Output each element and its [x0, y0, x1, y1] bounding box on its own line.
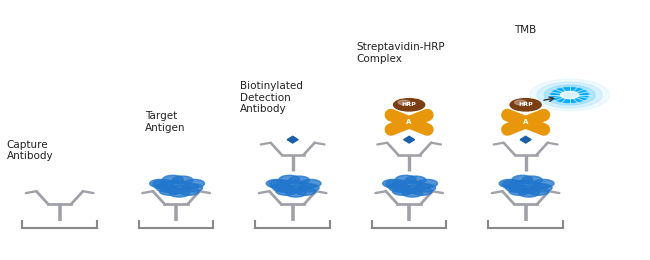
Circle shape	[415, 184, 436, 192]
Text: TMB: TMB	[514, 25, 536, 35]
Circle shape	[399, 181, 419, 189]
Circle shape	[515, 185, 536, 193]
Circle shape	[515, 100, 527, 105]
Circle shape	[282, 181, 303, 189]
Circle shape	[169, 189, 190, 197]
Circle shape	[182, 184, 203, 192]
Circle shape	[153, 180, 174, 188]
Circle shape	[396, 175, 416, 184]
Circle shape	[159, 187, 180, 195]
Text: A: A	[523, 119, 528, 125]
Circle shape	[537, 82, 603, 108]
Text: Biotinylated
Detection
Antibody: Biotinylated Detection Antibody	[240, 81, 302, 114]
Circle shape	[150, 179, 170, 187]
Circle shape	[512, 175, 532, 184]
Circle shape	[179, 187, 200, 195]
Circle shape	[402, 189, 423, 197]
Text: Target
Antigen: Target Antigen	[145, 112, 185, 133]
Circle shape	[285, 189, 306, 197]
Circle shape	[279, 175, 300, 184]
Circle shape	[516, 118, 536, 126]
Circle shape	[276, 187, 296, 195]
Circle shape	[534, 179, 554, 187]
FancyArrowPatch shape	[544, 97, 554, 101]
Circle shape	[412, 187, 432, 195]
Circle shape	[552, 88, 588, 102]
Circle shape	[506, 184, 526, 192]
Circle shape	[393, 187, 413, 195]
Circle shape	[156, 184, 177, 192]
Text: Streptavidin-HRP
Complex: Streptavidin-HRP Complex	[356, 42, 445, 64]
Circle shape	[515, 181, 536, 189]
Circle shape	[266, 179, 287, 187]
Circle shape	[389, 184, 410, 192]
Circle shape	[282, 185, 303, 193]
Circle shape	[530, 79, 610, 111]
Circle shape	[560, 92, 578, 99]
Circle shape	[499, 179, 520, 187]
Circle shape	[509, 187, 529, 195]
Polygon shape	[520, 136, 531, 143]
Circle shape	[295, 187, 316, 195]
Circle shape	[398, 100, 410, 105]
Circle shape	[383, 179, 403, 187]
Circle shape	[166, 185, 187, 193]
Circle shape	[172, 176, 193, 184]
Text: A: A	[406, 119, 412, 125]
Circle shape	[550, 87, 590, 103]
Text: Capture
Antibody: Capture Antibody	[6, 140, 53, 161]
Circle shape	[522, 176, 542, 184]
Circle shape	[510, 99, 541, 111]
Circle shape	[298, 184, 319, 192]
Circle shape	[300, 179, 321, 187]
Polygon shape	[404, 136, 415, 143]
Circle shape	[273, 184, 293, 192]
Circle shape	[270, 180, 290, 188]
Circle shape	[289, 176, 309, 184]
Circle shape	[417, 179, 437, 187]
Text: HRP: HRP	[402, 102, 417, 107]
Circle shape	[400, 118, 419, 126]
Circle shape	[406, 176, 426, 184]
Text: HRP: HRP	[518, 102, 533, 107]
Circle shape	[386, 180, 406, 188]
Circle shape	[394, 99, 424, 111]
Circle shape	[519, 189, 539, 197]
Circle shape	[528, 187, 549, 195]
Circle shape	[166, 181, 187, 189]
Circle shape	[532, 184, 552, 192]
Polygon shape	[287, 136, 298, 143]
Circle shape	[162, 175, 183, 184]
Circle shape	[502, 180, 523, 188]
Circle shape	[544, 85, 595, 105]
Circle shape	[184, 179, 205, 187]
Circle shape	[399, 185, 419, 193]
